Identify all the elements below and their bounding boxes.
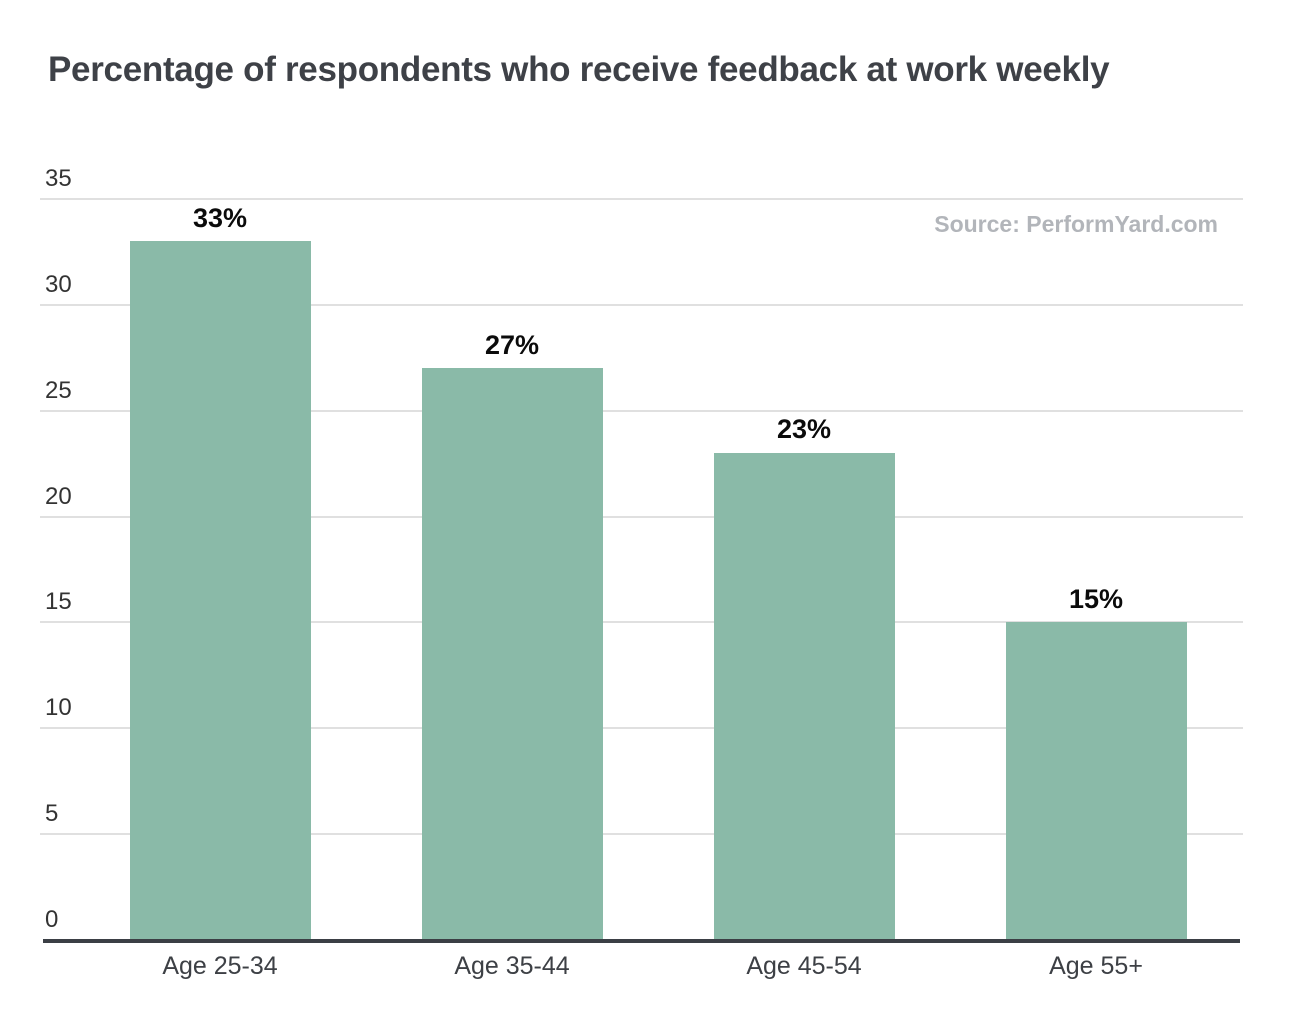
x-axis-category-label: Age 45-54 bbox=[746, 952, 862, 980]
bar bbox=[421, 368, 603, 940]
y-axis-tick-label: 15 bbox=[45, 588, 72, 616]
x-axis-line bbox=[43, 939, 1240, 943]
y-axis-tick-label: 0 bbox=[45, 906, 59, 933]
gridline bbox=[40, 515, 1243, 518]
bar-value-label: 23% bbox=[776, 414, 832, 445]
gridline bbox=[40, 303, 1243, 306]
gridline bbox=[40, 833, 1243, 836]
chart-title: Percentage of respondents who receive fe… bbox=[48, 50, 1110, 89]
bar-value-label: 33% bbox=[192, 202, 248, 233]
plot-area: 0 5 10 15 20 25 30 35 33% Age 25-34 27% Age 35-44 23… bbox=[40, 167, 1243, 980]
bar bbox=[713, 453, 895, 940]
gridline bbox=[40, 409, 1243, 412]
y-axis-tick-label: 35 bbox=[45, 165, 72, 192]
y-axis-tick-label: 10 bbox=[45, 694, 72, 722]
x-axis-category-label: Age 25-34 bbox=[162, 952, 278, 980]
y-axis-tick-label: 5 bbox=[45, 800, 59, 828]
y-axis-tick-label: 25 bbox=[45, 376, 72, 404]
bar-value-label: 27% bbox=[484, 329, 540, 360]
bar bbox=[129, 241, 311, 940]
source-attribution: Source: PerformYard.com bbox=[934, 211, 1218, 237]
x-axis-category-label: Age 55+ bbox=[1049, 952, 1143, 980]
gridline bbox=[40, 198, 1243, 200]
gridline bbox=[40, 621, 1243, 624]
gridline bbox=[40, 727, 1243, 730]
bar-value-label: 15% bbox=[1068, 583, 1124, 614]
x-axis-category-label: Age 35-44 bbox=[454, 952, 570, 980]
y-axis-tick-label: 30 bbox=[45, 270, 72, 298]
bar bbox=[1005, 622, 1187, 940]
y-axis-tick-label: 20 bbox=[45, 482, 72, 510]
